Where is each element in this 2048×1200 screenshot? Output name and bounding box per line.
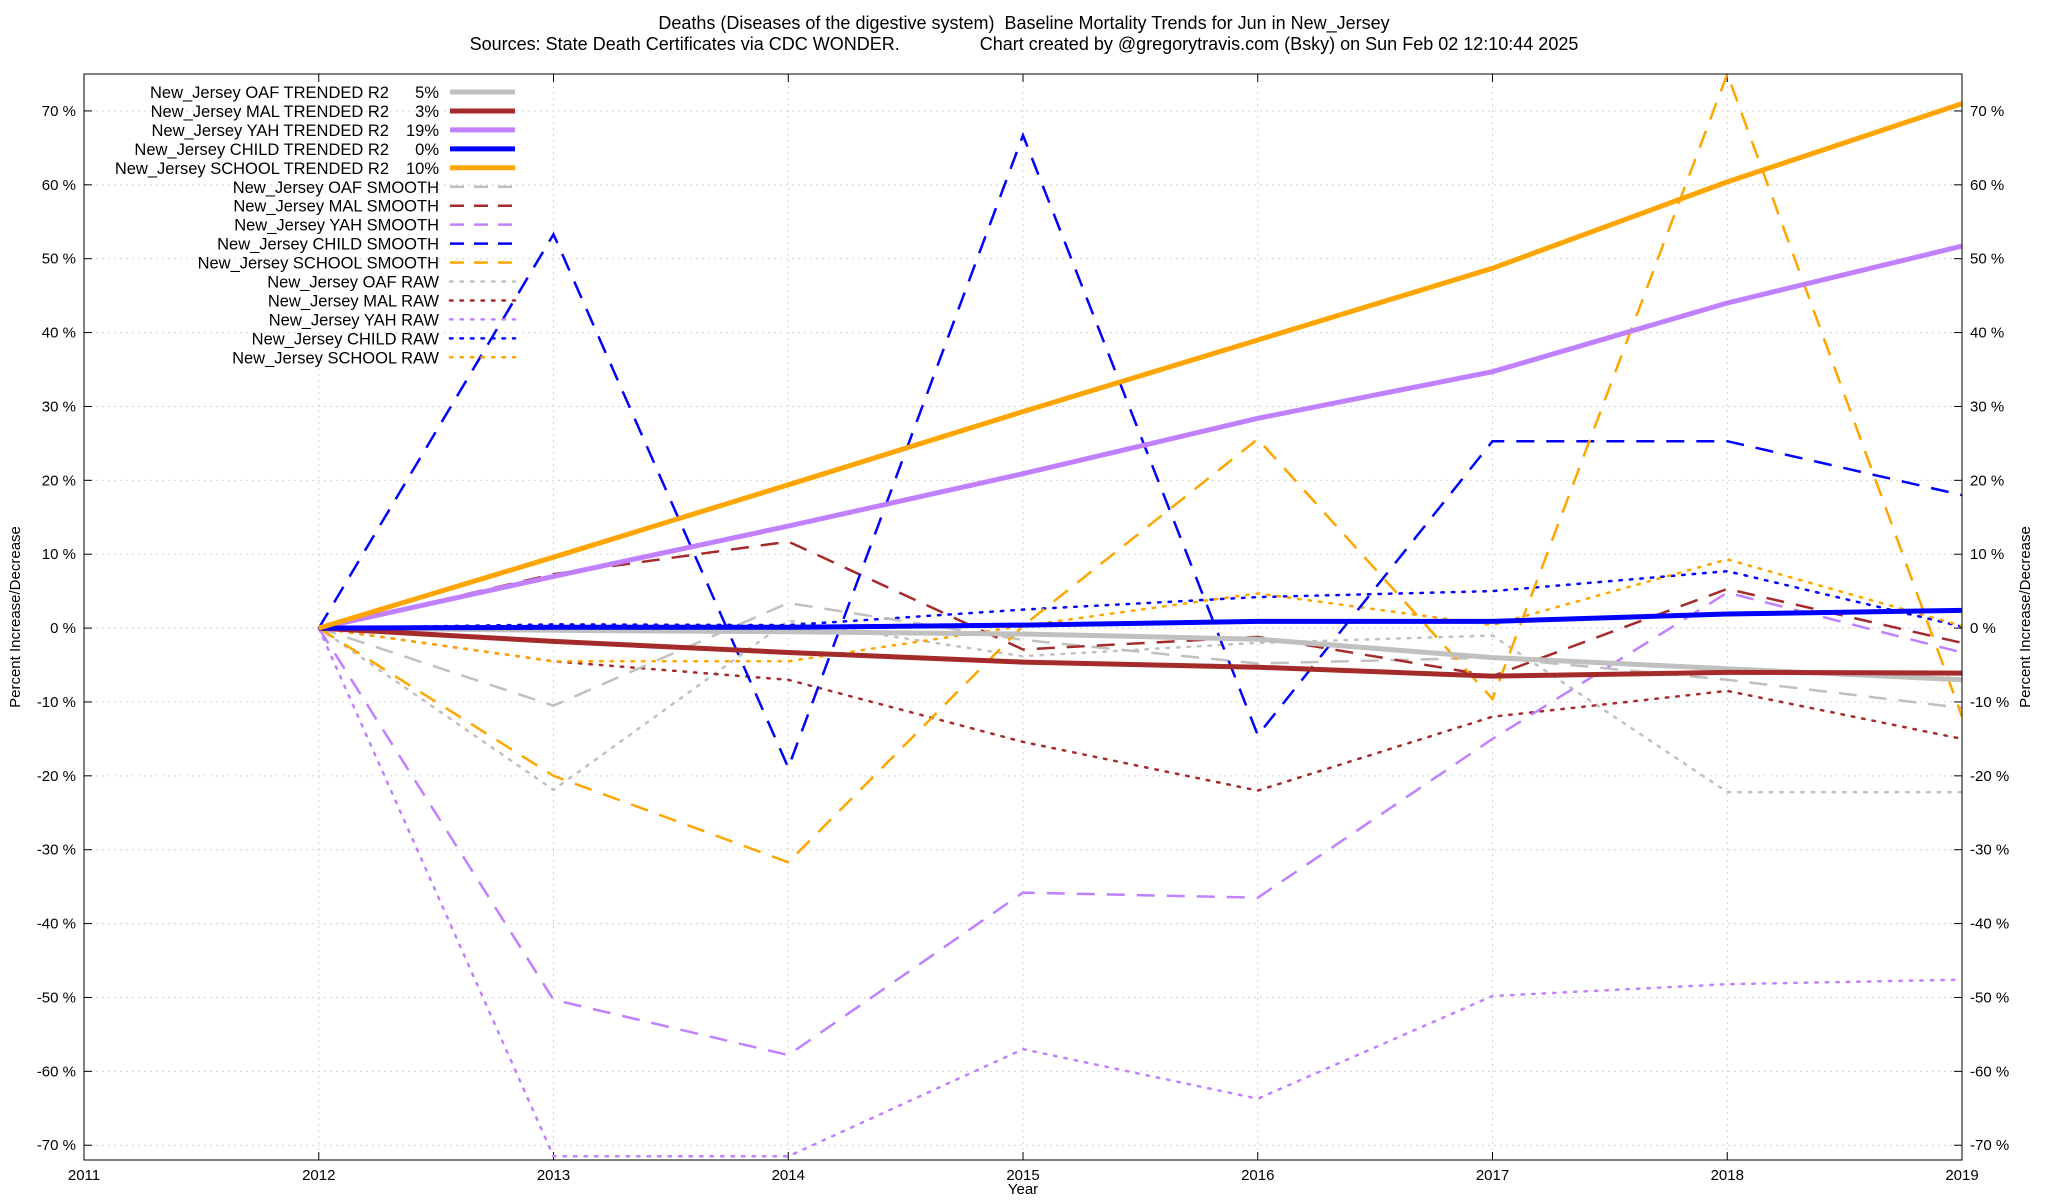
y-tick-label: -70 %	[37, 1137, 76, 1154]
x-tick-label: 2017	[1476, 1167, 1509, 1184]
y-tick-label-right: 60 %	[1970, 177, 2004, 194]
legend-label: New_Jersey MAL TRENDED R2	[151, 103, 389, 121]
y-tick-label: 40 %	[42, 325, 76, 342]
y-tick-label-right: -60 %	[1970, 1063, 2009, 1080]
legend-label: New_Jersey CHILD SMOOTH	[217, 236, 439, 254]
y-tick-label: -20 %	[37, 768, 76, 785]
y-tick-label: -10 %	[37, 694, 76, 711]
y-axis-label-right: Percent Increase/Decrease	[2017, 526, 2034, 708]
series-line-new-jersey-oaf-smooth	[318, 601, 1962, 710]
y-tick-label: 20 %	[42, 472, 76, 489]
y-tick-label: -30 %	[37, 842, 76, 859]
legend-label: New_Jersey OAF TRENDED R2	[150, 84, 389, 102]
y-tick-label: 70 %	[42, 103, 76, 120]
legend-label: New_Jersey SCHOOL RAW	[232, 349, 439, 367]
x-tick-label: 2013	[537, 1167, 570, 1184]
chart-subtitle: Sources: State Death Certificates via CD…	[469, 34, 1579, 54]
y-tick-label-right: 10 %	[1970, 546, 2004, 563]
legend-label: New_Jersey MAL SMOOTH	[233, 198, 439, 216]
legend-label: New_Jersey YAH RAW	[269, 311, 440, 329]
series-line-new-jersey-yah-smooth	[317, 591, 1962, 1057]
legend-label: New_Jersey YAH SMOOTH	[234, 217, 439, 235]
series-line-new-jersey-oaf-trended-r2	[318, 625, 1962, 683]
y-tick-label-right: -20 %	[1970, 768, 2009, 785]
series-line-new-jersey-mal-trended-r2	[318, 625, 1962, 679]
y-tick-label: -40 %	[37, 916, 76, 933]
x-tick-label: 2011	[68, 1167, 100, 1184]
y-tick-label-right: -10 %	[1970, 694, 2009, 711]
y-tick-label-right: -70 %	[1970, 1137, 2009, 1154]
legend-label: New_Jersey MAL RAW	[268, 292, 440, 310]
x-tick-label: 2015	[1006, 1167, 1039, 1184]
y-tick-label: 50 %	[42, 251, 76, 268]
legend-label: New_Jersey OAF SMOOTH	[233, 179, 439, 197]
y-tick-label-right: 30 %	[1970, 398, 2004, 415]
legend-label: New_Jersey CHILD TRENDED R2	[134, 141, 389, 159]
y-tick-label-right: 0 %	[1970, 620, 1996, 637]
legend-r2-value: 19%	[406, 122, 439, 140]
series-line-new-jersey-school-smooth	[318, 74, 1962, 864]
chart-title: Deaths (Diseases of the digestive system…	[658, 13, 1390, 33]
series-line-new-jersey-child-trended-r2	[318, 607, 1962, 631]
y-axis-label: Percent Increase/Decrease	[7, 526, 24, 708]
series-line-new-jersey-child-smooth	[317, 131, 1962, 772]
x-tick-label: 2018	[1711, 1167, 1744, 1184]
series-line-new-jersey-school-raw	[317, 558, 1962, 663]
legend-label: New_Jersey SCHOOL SMOOTH	[198, 255, 439, 273]
series-line-new-jersey-school-trended-r2	[318, 101, 1962, 631]
y-tick-label-right: -50 %	[1970, 989, 2009, 1006]
y-tick-label: -50 %	[37, 989, 76, 1006]
plot-frame	[83, 73, 1963, 1161]
series-line-new-jersey-child-raw	[317, 569, 1962, 630]
x-tick-label: 2016	[1241, 1167, 1274, 1184]
x-tick-label: 2014	[772, 1167, 805, 1184]
x-axis-label: Year	[1008, 1181, 1038, 1198]
y-tick-label-right: 40 %	[1970, 325, 2004, 342]
series-line-new-jersey-oaf-raw	[317, 619, 1962, 794]
series-line-new-jersey-mal-raw	[317, 626, 1962, 792]
x-tick-label: 2019	[1945, 1167, 1978, 1184]
legend-label: New_Jersey YAH TRENDED R2	[152, 122, 390, 140]
series-line-new-jersey-yah-trended-r2	[318, 243, 1962, 631]
legend-label: New_Jersey SCHOOL TRENDED R2	[115, 160, 389, 178]
x-tick-label: 2012	[302, 1167, 335, 1184]
y-tick-label: 0 %	[50, 620, 76, 637]
legend-r2-value: 0%	[415, 141, 439, 159]
legend-label: New_Jersey OAF RAW	[267, 274, 439, 292]
y-tick-label: 60 %	[42, 177, 76, 194]
y-tick-label-right: 50 %	[1970, 251, 2004, 268]
series-line-new-jersey-yah-raw	[317, 626, 1962, 1158]
y-tick-label-right: 70 %	[1970, 103, 2004, 120]
y-tick-label-right: -30 %	[1970, 842, 2009, 859]
y-tick-label-right: -40 %	[1970, 916, 2009, 933]
y-tick-label: 10 %	[42, 546, 76, 563]
y-tick-label-right: 20 %	[1970, 472, 2004, 489]
legend-r2-value: 5%	[415, 84, 439, 102]
series-line-new-jersey-mal-smooth	[318, 540, 1962, 678]
y-tick-label: 30 %	[42, 398, 76, 415]
legend-r2-value: 10%	[406, 160, 439, 178]
y-tick-label: -60 %	[37, 1063, 76, 1080]
legend-label: New_Jersey CHILD RAW	[252, 330, 440, 348]
legend-r2-value: 3%	[415, 103, 439, 121]
